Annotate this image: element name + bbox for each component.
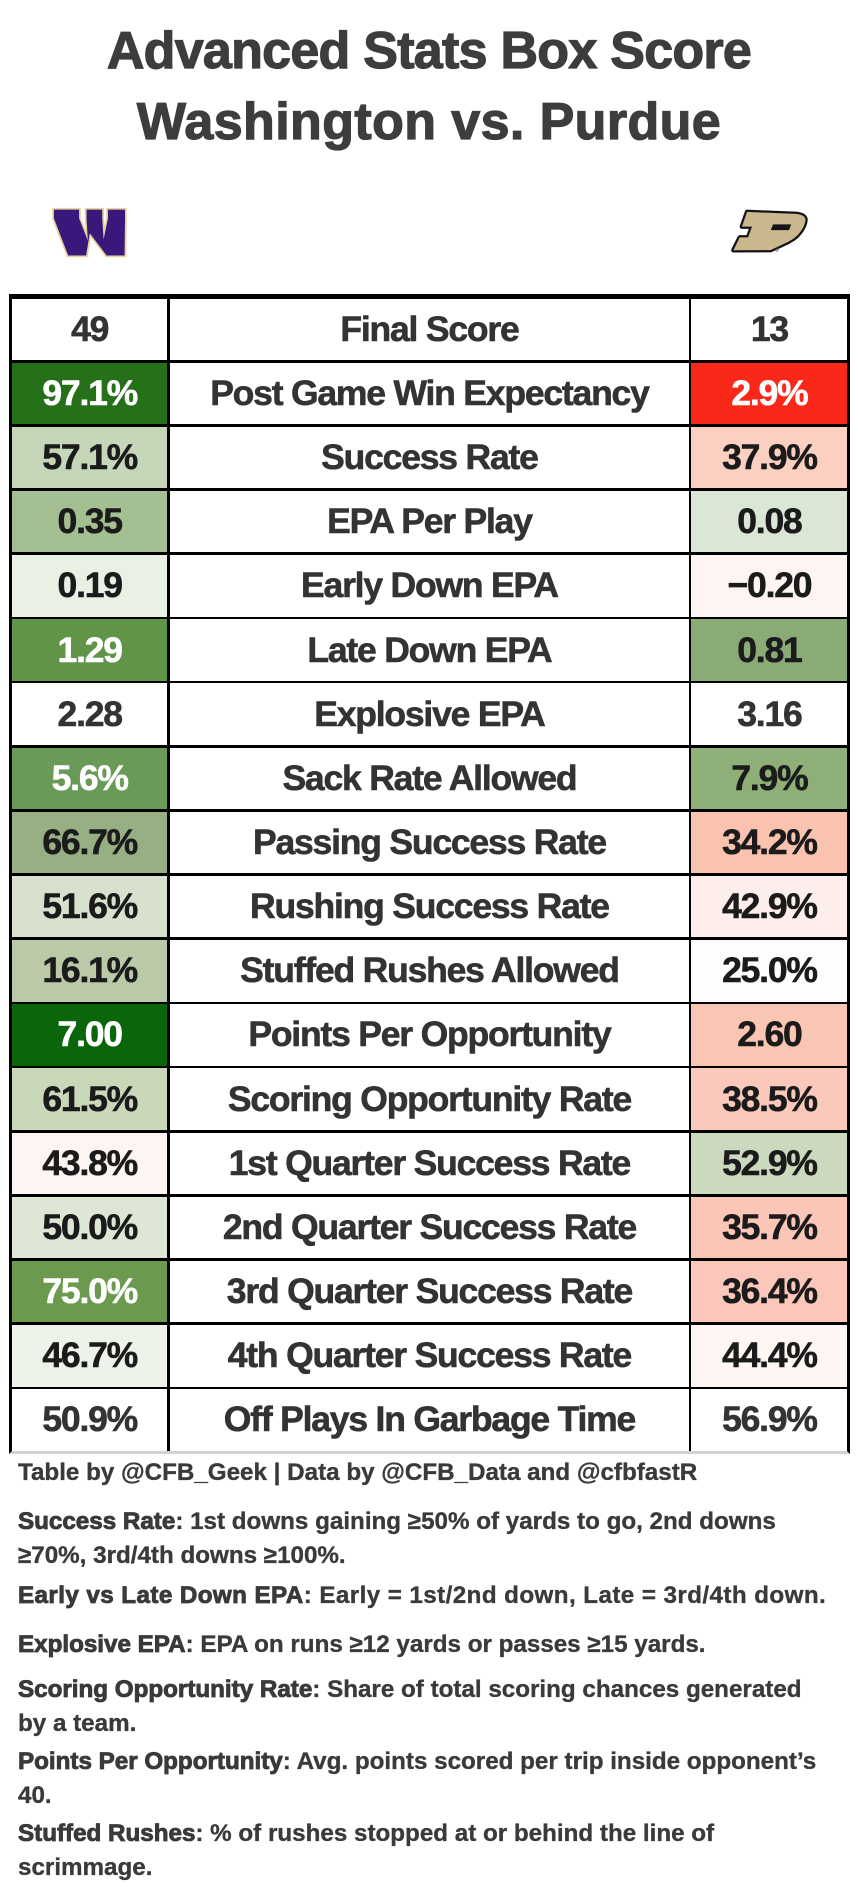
svg-text:R: R: [776, 249, 778, 252]
